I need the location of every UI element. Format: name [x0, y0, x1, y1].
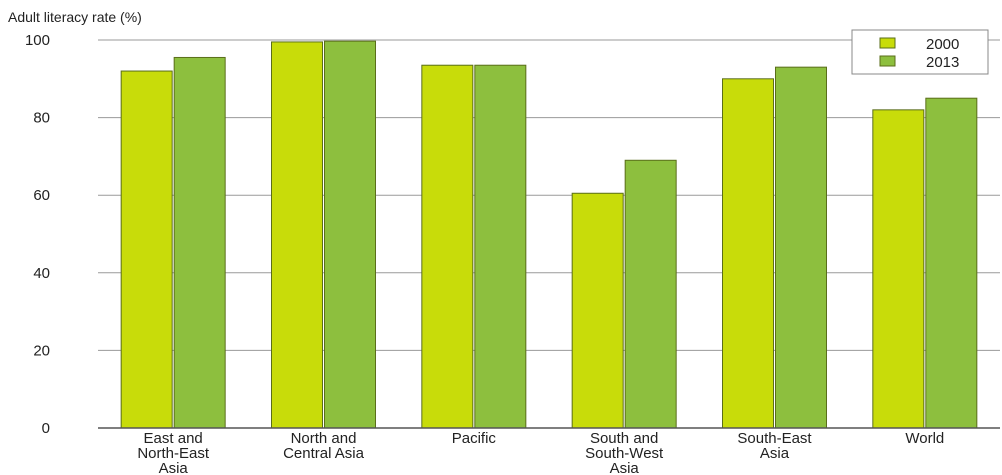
bar-2000	[571, 192, 624, 429]
bar-2000	[421, 64, 474, 429]
legend-label: 2000	[926, 36, 959, 53]
bar-2013	[173, 56, 226, 429]
y-tick-label: 40	[33, 265, 50, 282]
legend-swatch	[879, 55, 896, 67]
legend-box	[851, 29, 989, 75]
bar-2000	[120, 70, 173, 429]
category-label: North and Central Asia	[283, 430, 365, 462]
gridlines	[98, 39, 1000, 351]
bar-2013	[775, 66, 827, 429]
bar-2013	[624, 159, 677, 429]
bar-2000	[722, 78, 774, 429]
category-label: South and South-West Asia	[585, 430, 664, 475]
y-tick-label: 80	[33, 110, 50, 127]
y-tick-label: 100	[25, 32, 50, 49]
category-label: Pacific	[452, 430, 497, 447]
y-axis-title: Adult literacy rate (%)	[8, 9, 142, 25]
category-label: South-East Asia	[737, 430, 812, 462]
y-tick-label: 0	[42, 420, 50, 437]
legend-label: 2013	[926, 54, 959, 71]
bar-2013	[324, 40, 376, 429]
bar-2000	[271, 41, 323, 429]
bar-2000	[872, 109, 925, 429]
bars	[120, 40, 978, 429]
bar-2013	[474, 64, 527, 429]
category-labels: East and North-East Asia North and Central A…	[137, 430, 944, 475]
category-label: World	[905, 430, 944, 447]
bar-2013	[925, 97, 978, 429]
y-tick-label: 20	[33, 342, 50, 359]
y-tick-label: 60	[33, 187, 50, 204]
legend-swatch	[879, 37, 896, 49]
category-label: East and North-East Asia	[137, 430, 210, 475]
y-tick-labels: 0 20 40 60 80 100	[25, 32, 50, 437]
